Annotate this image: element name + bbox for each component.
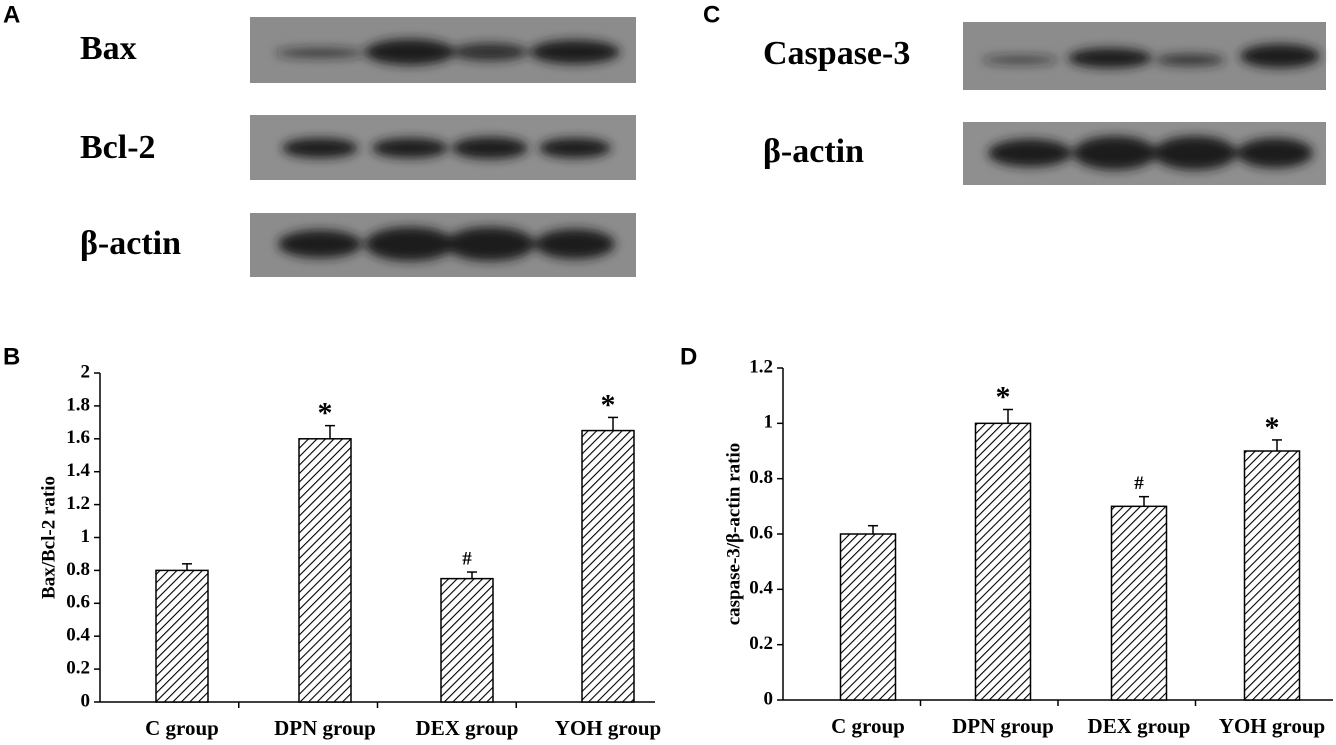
y-tick-label: 2	[81, 361, 91, 382]
significance-mark: *	[601, 388, 616, 421]
panel-letter: B	[3, 343, 20, 370]
x-tick-label: C group	[145, 716, 219, 740]
blot-label: β-actin	[763, 133, 864, 170]
significance-mark: #	[462, 548, 472, 569]
error-bar	[608, 416, 618, 431]
y-tick-label: 0.4	[749, 578, 773, 599]
y-tick-label: 1.4	[66, 460, 90, 481]
x-tick-label: YOH group	[1219, 714, 1325, 738]
x-tick-label: DEX group	[1088, 714, 1191, 738]
y-tick-label: 0	[764, 688, 774, 709]
y-tick-label: 1.2	[66, 493, 90, 514]
significance-mark: *	[1265, 411, 1280, 444]
y-tick-label: 1.6	[66, 427, 90, 448]
significance-mark: *	[318, 397, 333, 430]
y-tick-label: 0.4	[66, 625, 90, 646]
x-tick-label: DPN group	[952, 714, 1054, 738]
bar	[1243, 450, 1301, 701]
bar	[581, 429, 635, 703]
panel-letter: D	[680, 343, 697, 370]
y-axis-label: caspase-3/β-actin ratio	[723, 443, 744, 626]
error-bar	[868, 524, 878, 534]
y-tick-label: 0.2	[749, 633, 773, 654]
blot-label: β-actin	[80, 225, 181, 262]
x-tick-label: YOH group	[555, 716, 661, 740]
blot-image	[963, 22, 1326, 185]
x-tick-label: C group	[831, 714, 905, 738]
panel-letter: A	[3, 1, 20, 28]
y-tick-label: 0.8	[749, 467, 773, 488]
error-bar	[1003, 408, 1013, 424]
significance-mark: *	[996, 380, 1011, 413]
y-tick-label: 0	[81, 690, 91, 711]
y-tick-label: 0.2	[66, 657, 90, 678]
y-tick-label: 0.6	[66, 592, 90, 613]
bar	[440, 577, 494, 703]
bar	[839, 533, 897, 701]
bar	[1110, 505, 1168, 701]
error-bar	[182, 563, 192, 571]
y-axis-label: Bax/Bcl-2 ratio	[38, 476, 59, 599]
bar	[155, 569, 209, 703]
x-tick-label: DPN group	[274, 716, 376, 740]
error-bar	[325, 424, 335, 439]
significance-mark: #	[1134, 473, 1144, 494]
error-bar	[1139, 495, 1149, 507]
blot-label: Bcl-2	[80, 129, 156, 166]
bar	[298, 438, 352, 703]
y-tick-label: 0.8	[66, 559, 90, 580]
panel-letter: C	[703, 1, 720, 28]
y-tick-label: 0.6	[749, 522, 773, 543]
bar	[974, 422, 1032, 701]
blot-label: Bax	[80, 30, 137, 67]
y-tick-label: 1.8	[66, 394, 90, 415]
error-bar	[467, 571, 477, 579]
y-tick-label: 1.2	[749, 356, 773, 377]
blot-label: Caspase-3	[763, 35, 910, 72]
y-tick-label: 1	[81, 526, 91, 547]
error-bar	[1272, 439, 1282, 451]
x-tick-label: DEX group	[416, 716, 519, 740]
blot-image	[250, 17, 636, 277]
y-tick-label: 1	[764, 412, 774, 433]
